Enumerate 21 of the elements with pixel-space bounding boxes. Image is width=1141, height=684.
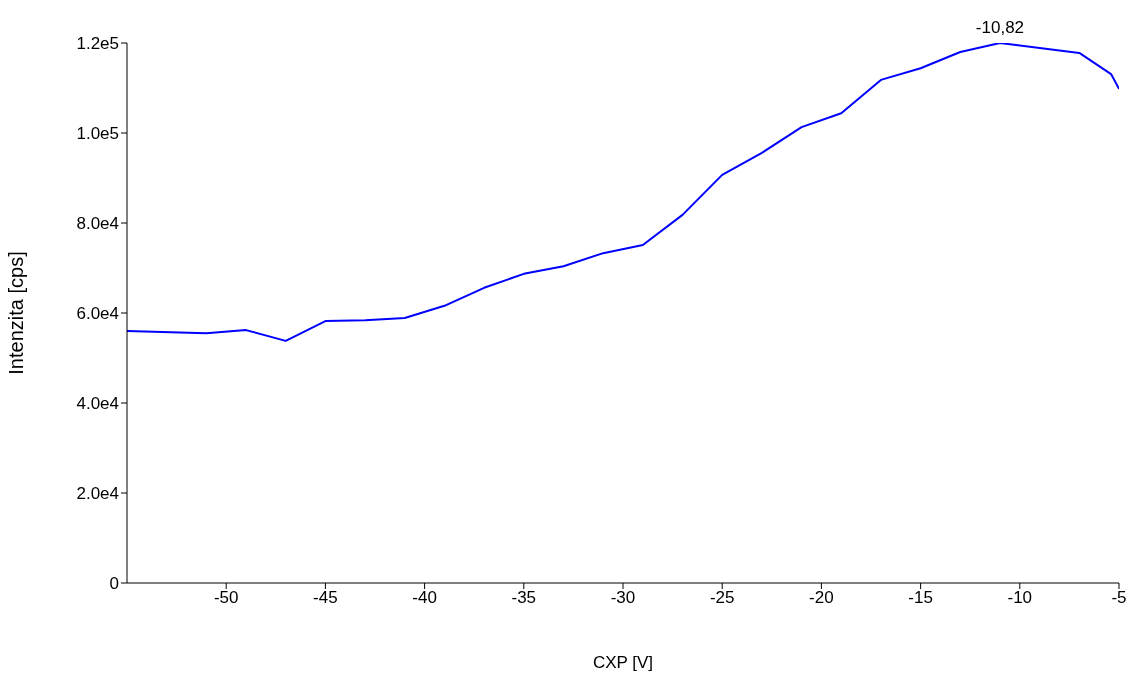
line-series: [127, 43, 1119, 342]
x-tick-label: -10: [1007, 588, 1033, 608]
x-tick-label: -25: [709, 588, 735, 608]
x-tick-label: -40: [412, 588, 437, 608]
x-tick-label: -20: [809, 588, 834, 608]
annotation: -10,82: [975, 18, 1025, 37]
x-tick-label: -5: [1111, 588, 1127, 608]
y-tick-label: 1.2e5: [76, 34, 119, 54]
x-tick-label: -50: [213, 588, 239, 608]
y-tick-label: 6.0e4: [76, 304, 119, 324]
y-tick-label: 2.0e4: [76, 484, 119, 504]
y-axis-title: Intenzita [cps]: [5, 251, 28, 375]
x-tick-label: -30: [610, 588, 636, 608]
y-tick-label: 4.0e4: [76, 394, 119, 414]
x-tick-label: -15: [908, 588, 933, 608]
y-tick-label: 1.0e5: [76, 124, 119, 144]
x-tick-label: -45: [313, 588, 338, 608]
x-axis-title: CXP [V]: [592, 653, 654, 672]
x-tick-label: -35: [511, 588, 537, 608]
y-tick-label: 0: [109, 574, 119, 594]
y-tick-label: 8.0e4: [76, 214, 119, 234]
